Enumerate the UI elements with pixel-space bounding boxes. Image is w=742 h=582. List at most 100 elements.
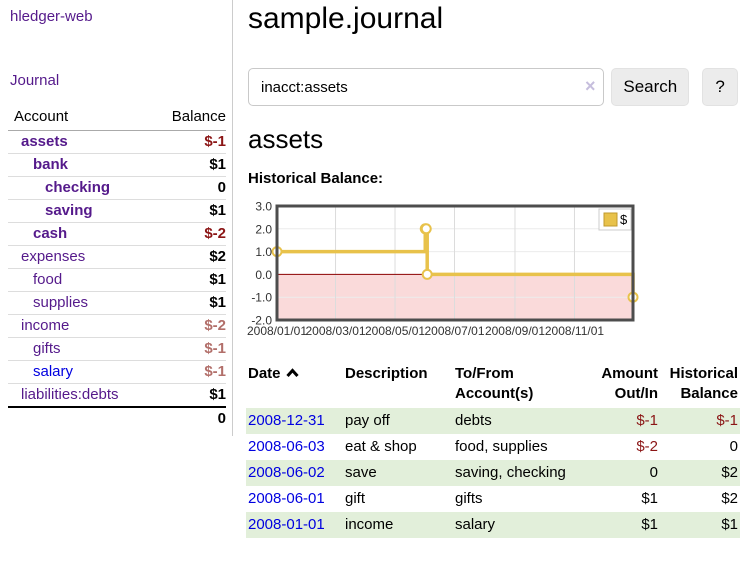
accounts-total-row: 0 [8, 406, 226, 430]
account-row: supplies $1 [8, 291, 226, 315]
register-col-historical: Historical Balance [669, 365, 738, 402]
transaction-amount: 0 [585, 460, 660, 486]
account-row: gifts $-1 [8, 337, 226, 361]
svg-text:0.0: 0.0 [255, 268, 272, 282]
page-title: sample.journal [248, 2, 444, 35]
account-link-supplies[interactable]: supplies [33, 294, 89, 311]
chart-x-tick-label: 2008/01/01 [246, 324, 308, 338]
transaction-accounts: gifts [455, 490, 483, 507]
account-balance: $-1 [149, 130, 226, 154]
register-col-description: Description [345, 365, 428, 382]
balance-chart-svg: 3.0 2.0 1.0 0.0 -1.0 -2.0 $ [251, 200, 639, 327]
transaction-date-link[interactable]: 2008-12-31 [248, 412, 325, 429]
search-button[interactable]: Search [611, 68, 690, 106]
svg-text:$: $ [620, 212, 628, 227]
transaction-amount: $1 [641, 490, 658, 507]
sidebar: hledger-web Journal Account Balance asse… [0, 0, 233, 436]
svg-text:2.0: 2.0 [255, 222, 272, 236]
account-link-salary[interactable]: salary [33, 363, 74, 380]
transaction-balance: $1 [660, 512, 740, 538]
account-row: checking 0 [8, 176, 226, 200]
register-row: 2008-06-01 gift gifts $1 $2 [246, 486, 740, 512]
account-link-saving[interactable]: saving [45, 202, 93, 219]
account-link-expenses[interactable]: expenses [21, 248, 86, 265]
account-heading: assets [248, 124, 324, 154]
account-balance: $1 [149, 291, 226, 315]
transaction-balance: 0 [729, 438, 738, 455]
svg-text:1.0: 1.0 [255, 245, 272, 259]
transaction-accounts: food, supplies [455, 438, 548, 455]
accounts-header-account: Account [8, 104, 150, 131]
account-link-income[interactable]: income [21, 317, 70, 334]
account-balance: $-1 [149, 360, 226, 384]
sort-chevron-up-icon [285, 368, 299, 378]
help-button[interactable]: ? [702, 68, 738, 106]
app-title-link[interactable]: hledger-web [10, 8, 93, 25]
balance-chart: 3.0 2.0 1.0 0.0 -1.0 -2.0 $ 2008/01/01 2008/03/… [246, 200, 640, 344]
accounts-header-balance: Balance [149, 104, 226, 131]
chart-x-axis-labels: 2008/01/01 2008/03/01 2008/05/01 2008/07/01… [246, 324, 640, 340]
register-col-to-from: To/From Account(s) [455, 365, 534, 402]
transaction-date-link[interactable]: 2008-06-01 [248, 490, 325, 507]
register-col-amount: Amount Out/In [601, 365, 658, 402]
transaction-description: pay off [343, 408, 453, 434]
transaction-amount: $1 [585, 512, 660, 538]
svg-text:-2.0: -2.0 [251, 314, 272, 327]
transaction-accounts: salary [453, 512, 585, 538]
account-row: bank $1 [8, 153, 226, 177]
register-row: 2008-01-01 income salary $1 $1 [246, 512, 740, 538]
account-row: liabilities:debts $1 [8, 383, 226, 408]
transaction-balance: $-1 [660, 408, 740, 434]
accounts-table: Account Balance assets $-1 bank $1 checking 0… [8, 104, 226, 430]
transaction-date-link[interactable]: 2008-06-02 [248, 464, 325, 481]
chart-x-tick-label: 2008/07/01 [424, 324, 485, 338]
account-balance: $1 [149, 153, 226, 177]
transaction-accounts: debts [453, 408, 585, 434]
account-link-liabilities-debts[interactable]: liabilities:debts [21, 386, 119, 403]
transaction-description: gift [345, 490, 366, 507]
transaction-balance: $2 [660, 460, 740, 486]
account-link-gifts[interactable]: gifts [33, 340, 61, 357]
account-row: saving $1 [8, 199, 226, 223]
clear-search-icon[interactable]: × [584, 76, 596, 96]
account-balance: $-2 [149, 222, 226, 246]
register-row: 2008-06-03 eat & shop food, supplies $-2 0 [246, 434, 740, 460]
main-content: sample.journal × Search ? assets Histori… [246, 0, 742, 582]
register-row: 2008-06-02 save saving, checking 0 $2 [246, 460, 740, 486]
account-link-food[interactable]: food [33, 271, 63, 288]
chart-x-tick-label: 2008/11/01 [544, 324, 605, 338]
svg-text:-1.0: -1.0 [251, 291, 272, 305]
account-link-bank[interactable]: bank [33, 156, 69, 173]
chart-x-tick-label: 2008/03/01 [305, 324, 366, 338]
chart-title: Historical Balance: [248, 170, 384, 187]
transaction-date-link[interactable]: 2008-06-03 [248, 438, 325, 455]
account-row: expenses $2 [8, 245, 226, 269]
account-row: assets $-1 [8, 130, 226, 154]
search-input[interactable] [248, 68, 605, 106]
search-box: × [248, 68, 605, 106]
account-link-cash[interactable]: cash [33, 225, 68, 242]
transaction-description: eat & shop [345, 438, 417, 455]
accounts-total-value: 0 [149, 406, 226, 430]
transaction-date-link[interactable]: 2008-01-01 [248, 516, 325, 533]
chart-x-tick-label: 2008/05/01 [364, 324, 426, 338]
chart-x-tick-label: 2008/09/01 [484, 324, 545, 338]
search-form: × Search ? [248, 68, 738, 106]
transaction-amount: $-1 [585, 408, 660, 434]
sidebar-item-journal[interactable]: Journal [10, 72, 60, 89]
account-balance: $-2 [149, 314, 226, 338]
account-balance: $1 [149, 383, 226, 408]
register-row: 2008-12-31 pay off debts $-1 $-1 [246, 408, 740, 434]
account-link-checking[interactable]: checking [45, 179, 111, 196]
account-link-assets[interactable]: assets [21, 133, 68, 150]
account-row: salary $-1 [8, 360, 226, 384]
account-balance: $-1 [149, 337, 226, 361]
account-row: food $1 [8, 268, 226, 292]
account-row: cash $-2 [8, 222, 226, 246]
transaction-amount: $-2 [636, 438, 658, 455]
register-col-date[interactable]: Date [246, 362, 343, 408]
transaction-description: save [343, 460, 453, 486]
svg-text:3.0: 3.0 [255, 200, 272, 214]
account-balance: 0 [149, 176, 226, 200]
